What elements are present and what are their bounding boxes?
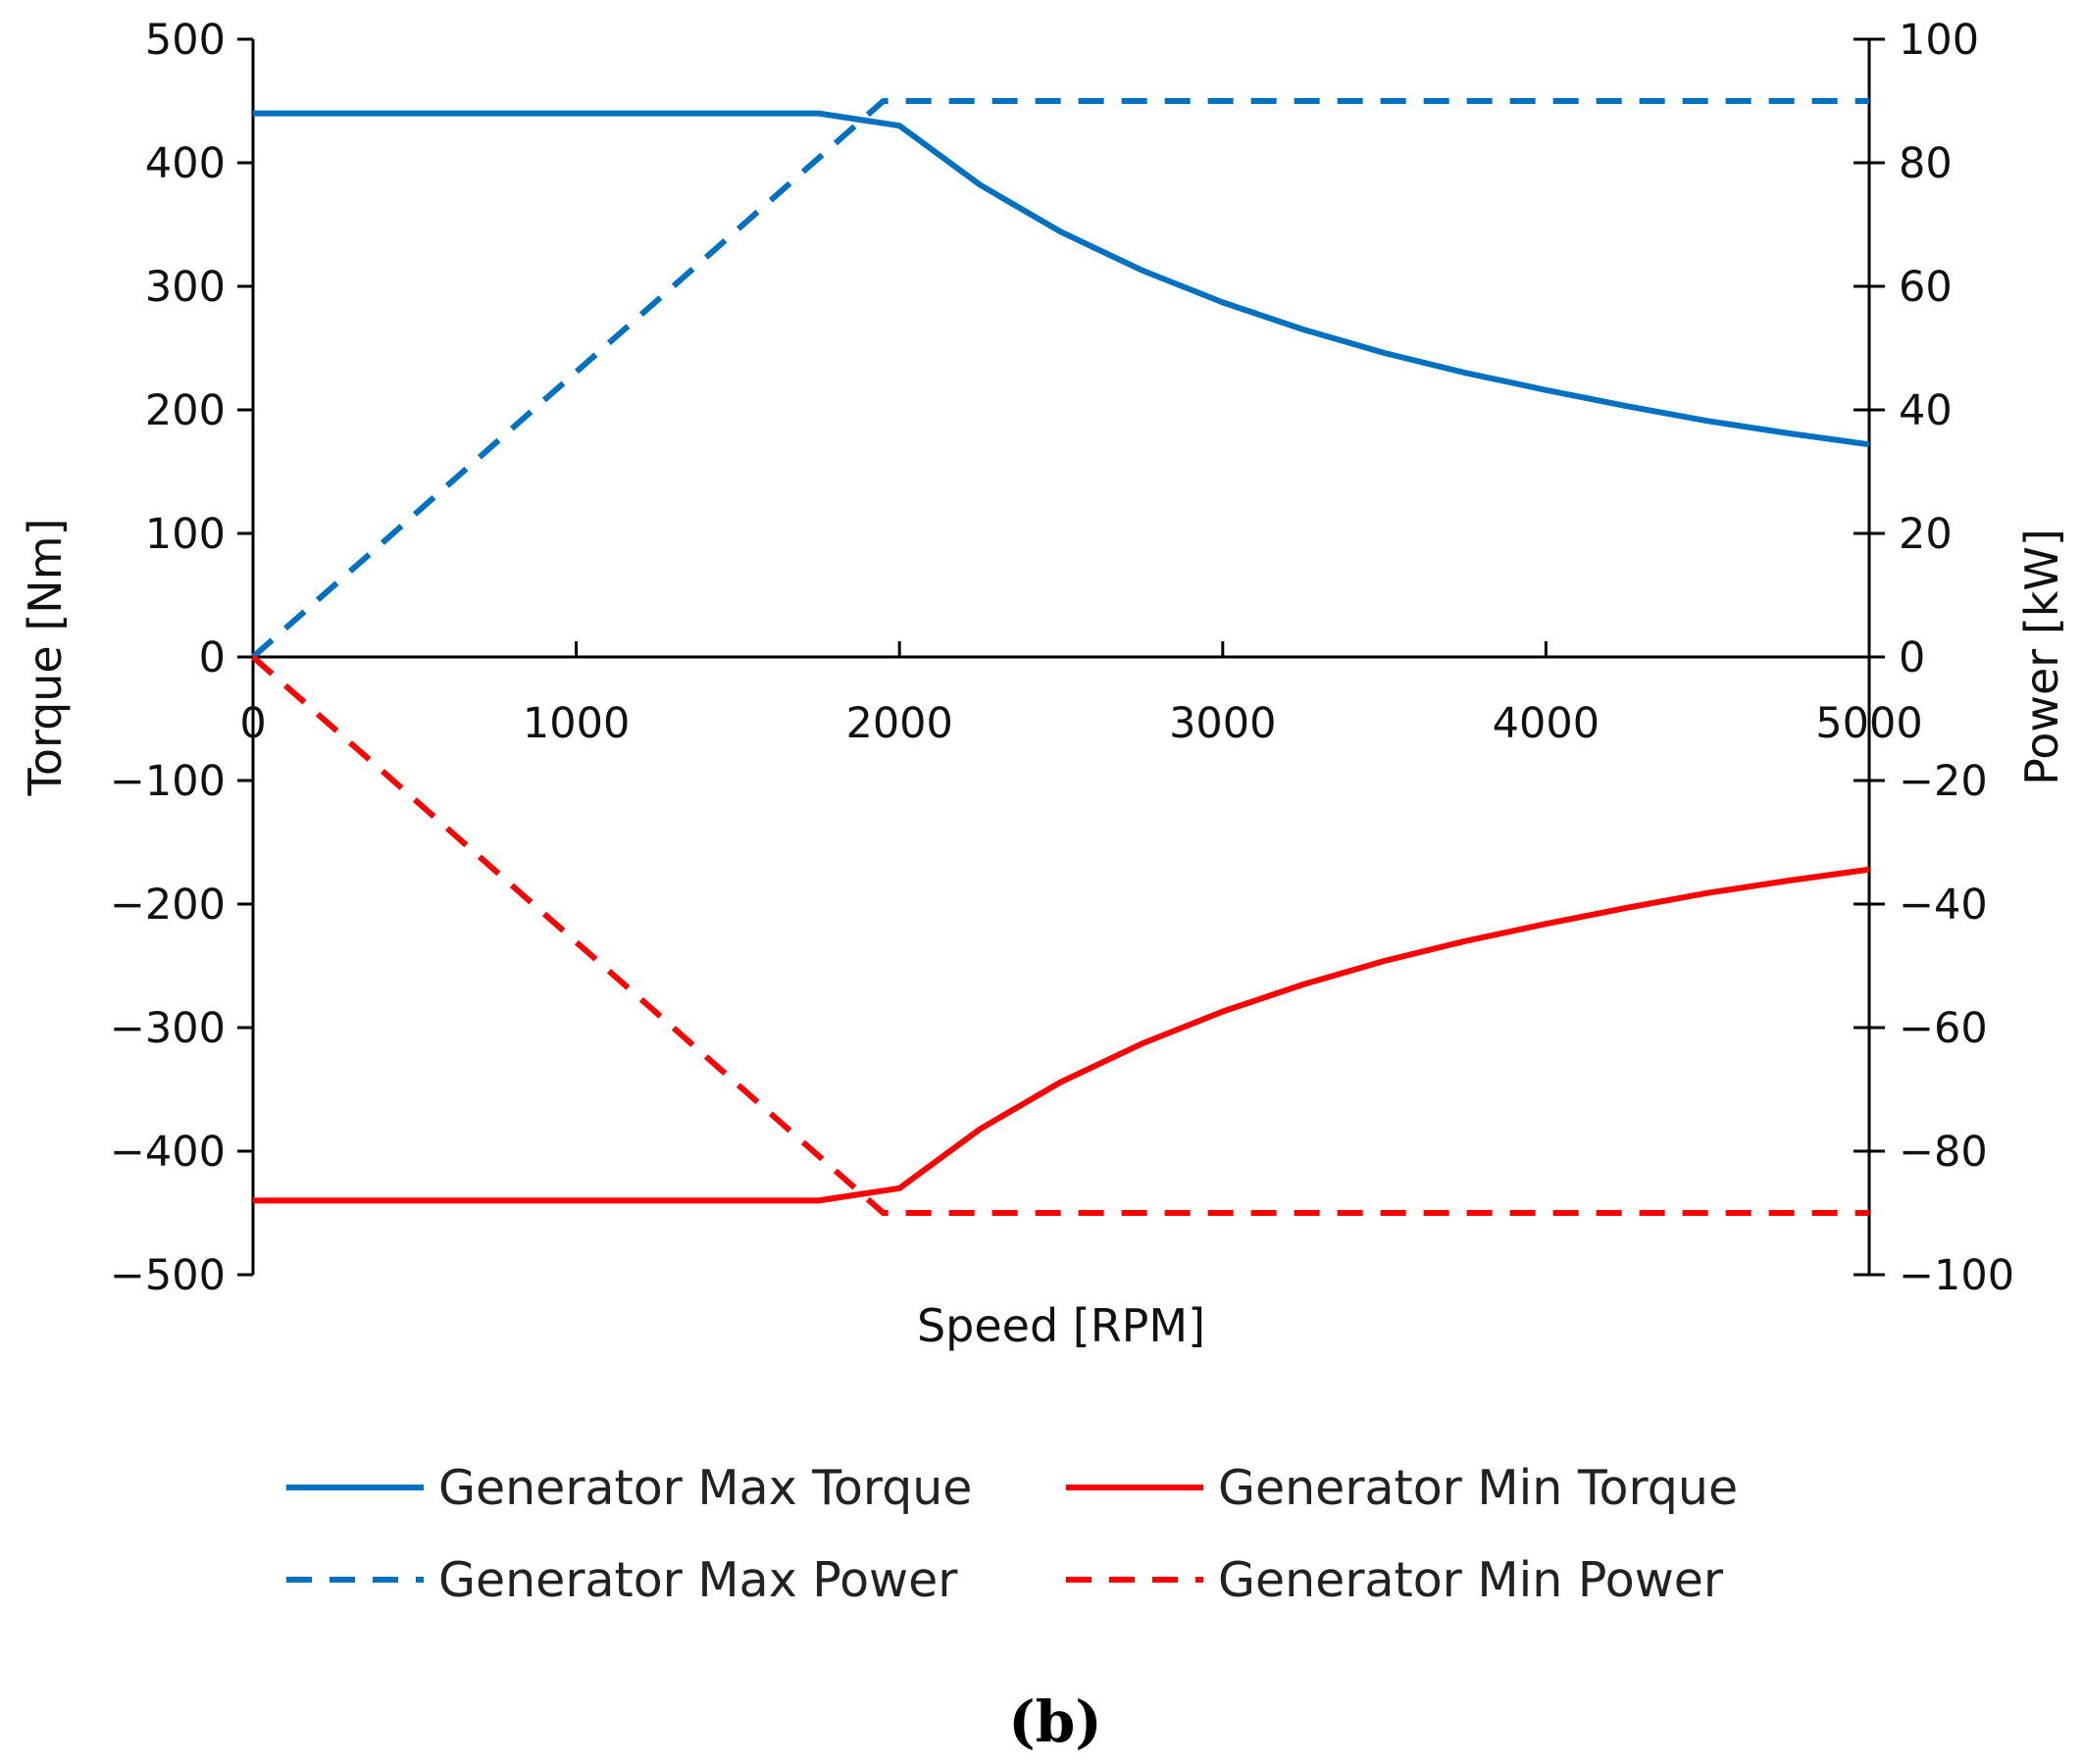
legend-label-max-torque: Generator Max Torque	[438, 1460, 972, 1516]
x-tick-label: 2000	[845, 699, 952, 748]
right-tick-label: 100	[1899, 16, 1979, 65]
figure-caption: (b)	[1008, 1688, 1101, 1755]
series-layer	[251, 98, 1870, 1216]
right-tick-label: −40	[1899, 881, 1988, 930]
left-tick-label: −300	[110, 1004, 226, 1053]
right-tick-label: 40	[1899, 386, 1953, 435]
left-axis-ticks: 500 400 300 200 100 0 −100 −200 −300 −400 −500	[110, 16, 253, 1300]
right-tick-label: −20	[1899, 757, 1988, 806]
x-tick-label: 3000	[1169, 699, 1276, 748]
left-tick-label: 400	[145, 139, 226, 188]
series-line-0	[253, 110, 1870, 448]
right-tick-label: −80	[1899, 1128, 1988, 1177]
left-tick-label: 200	[145, 386, 226, 435]
right-y-axis-title: Power [kW]	[2015, 529, 2068, 785]
left-tick-label: −200	[110, 881, 226, 930]
x-axis-title: Speed [RPM]	[917, 1299, 1205, 1352]
left-tick-label: 500	[145, 16, 226, 65]
left-tick-label: −500	[110, 1251, 226, 1300]
x-tick-label: 0	[239, 699, 266, 748]
x-tick-label: 4000	[1493, 699, 1600, 748]
right-tick-label: 60	[1899, 263, 1953, 312]
legend-item-max-power: Generator Max Power	[286, 1552, 958, 1608]
x-tick-label: 5000	[1815, 699, 1922, 748]
right-tick-label: −100	[1899, 1251, 2014, 1300]
series-line-1	[253, 866, 1870, 1204]
left-tick-label: −100	[110, 757, 226, 806]
right-tick-label: −60	[1899, 1004, 1988, 1053]
legend-item-min-power: Generator Min Power	[1066, 1552, 1724, 1608]
legend-label-min-power: Generator Min Power	[1218, 1552, 1724, 1608]
right-axis-ticks: 100 80 60 40 20 0 −20 −40 −60 −80 −100	[1853, 16, 2014, 1300]
series-line-2	[251, 98, 1869, 660]
left-tick-label: 100	[145, 510, 226, 559]
right-tick-label: 80	[1899, 139, 1953, 188]
right-tick-label: 0	[1899, 633, 1925, 682]
left-tick-label: −400	[110, 1128, 226, 1177]
series-line-3	[251, 654, 1869, 1216]
legend-label-min-torque: Generator Min Torque	[1218, 1460, 1738, 1516]
left-y-axis-title: Torque [Nm]	[19, 519, 72, 797]
left-tick-label: 300	[145, 263, 226, 312]
x-axis-ticks: 0 1000 2000 3000 4000 5000	[239, 641, 1923, 748]
left-tick-label: 0	[199, 633, 226, 682]
right-tick-label: 20	[1899, 510, 1953, 559]
legend: Generator Max Torque Generator Min Torqu…	[286, 1460, 1738, 1608]
legend-label-max-power: Generator Max Power	[438, 1552, 958, 1608]
x-tick-label: 1000	[523, 699, 630, 748]
legend-item-max-torque: Generator Max Torque	[286, 1460, 972, 1516]
legend-item-min-torque: Generator Min Torque	[1066, 1460, 1738, 1516]
